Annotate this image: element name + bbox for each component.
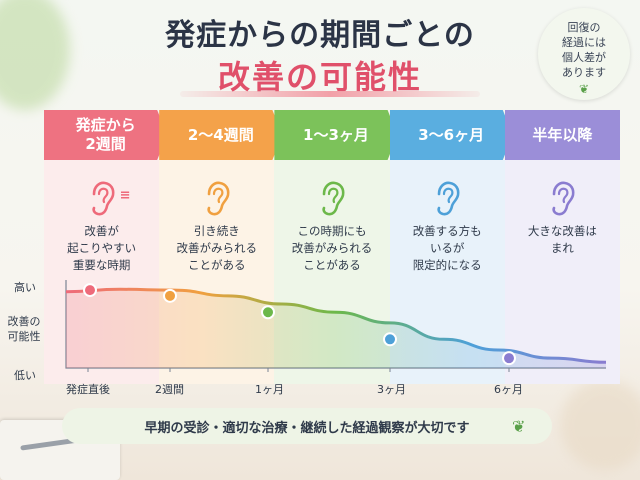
description-line: まれ — [550, 241, 574, 255]
page-title: 発症からの期間ごとの — [165, 18, 475, 53]
page-subtitle: 改善の可能性 — [217, 58, 422, 96]
ear-icon — [322, 181, 345, 216]
x-tick: 6ヶ月 — [494, 383, 523, 396]
x-tick: 3ヶ月 — [377, 383, 406, 396]
description-line: 大きな改善は — [527, 224, 597, 238]
chart-area — [66, 289, 606, 368]
description-line: この時期にも — [297, 224, 367, 238]
badge-line: 回復の — [567, 21, 601, 34]
chart-marker — [163, 288, 177, 303]
y-axis-label: 改善の 可能性 — [4, 314, 44, 344]
description-line: 重要な時期 — [72, 258, 131, 272]
description-line: ことがある — [303, 258, 361, 272]
possibility-curve — [65, 287, 607, 364]
description-line: 改善がみられる — [176, 241, 258, 255]
chart-marker — [383, 332, 397, 347]
description-line: いるが — [429, 241, 465, 255]
stage-header: 1〜3ヶ月 — [274, 110, 397, 160]
ear-with-sound-icon — [91, 181, 115, 216]
stage-label: 発症から — [75, 116, 136, 134]
description-line: 改善が — [84, 224, 119, 238]
stage-header: 半年以降 — [504, 110, 620, 160]
possibility-chart — [65, 280, 607, 372]
x-tick: 1ヶ月 — [255, 383, 284, 396]
description-line: ことがある — [188, 258, 246, 272]
stage-label: 3〜6ヶ月 — [418, 125, 485, 144]
ear-icon — [207, 181, 230, 216]
stage-description: 大きな改善は まれ — [503, 223, 621, 257]
sprout-icon: ❦ — [578, 82, 590, 96]
individual-difference-badge: 回復の 経過には 個人差が あります ❦ — [538, 8, 630, 100]
description-line: 限定的になる — [412, 258, 482, 272]
x-tick: 発症直後 — [66, 383, 110, 396]
stage-header: 3〜6ヶ月 — [390, 110, 513, 160]
description-line: 引き続き — [193, 224, 240, 238]
description-line: 改善する方も — [412, 224, 482, 238]
stage-label: 2〜4週間 — [187, 125, 254, 144]
y-tick-high: 高い — [14, 281, 36, 294]
chart-marker — [261, 305, 275, 320]
ear-icon — [552, 181, 575, 216]
chart-marker — [83, 283, 97, 298]
stage-label: 2週間 — [85, 135, 126, 153]
stage-description: 改善が起こりやすい 重要な時期 — [43, 223, 161, 274]
stage-description: 改善する方も いるが限定的になる — [388, 223, 506, 274]
badge-line: あります — [562, 66, 606, 79]
stage-header: 2〜4週間 — [159, 110, 282, 160]
badge-line: 経過には — [562, 36, 606, 49]
x-tick: 2週間 — [155, 383, 184, 396]
y-axis-label-line: 改善の — [7, 315, 41, 328]
stage-label: 半年以降 — [532, 125, 593, 144]
y-axis-label-line: 可能性 — [7, 330, 41, 343]
badge-line: 個人差が — [562, 51, 606, 64]
stage-description: この時期にも 改善がみられる ことがある — [273, 223, 391, 274]
description-line: 起こりやすい — [67, 241, 137, 255]
chart-marker — [502, 351, 516, 366]
sound-waves-icon: ≡ — [119, 188, 131, 203]
y-tick-low: 低い — [14, 369, 36, 382]
stage-column — [504, 160, 620, 384]
ear-icon — [437, 181, 460, 216]
leaf-icon: ❦ — [512, 417, 526, 436]
stage-description: 引き続き改善がみられる ことがある — [158, 223, 276, 274]
timeline-card: 発症から 2週間 ≡ 改善が 起こりやすい 重要な時期 2〜4週間 引き続き 改善がみられる こと… — [44, 110, 620, 386]
description-line: 改善がみられる — [291, 241, 373, 255]
title-underline — [180, 91, 480, 97]
stage-label: 1〜3ヶ月 — [303, 125, 369, 144]
footer-message: 早期の受診・適切な治療・継続した経過観察が大切です — [62, 408, 552, 444]
stage-header: 発症から 2週間 — [44, 110, 167, 160]
background-foliage-bottom — [560, 380, 640, 470]
